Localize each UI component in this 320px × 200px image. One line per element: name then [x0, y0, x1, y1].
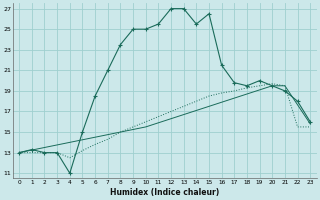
- X-axis label: Humidex (Indice chaleur): Humidex (Indice chaleur): [110, 188, 219, 197]
